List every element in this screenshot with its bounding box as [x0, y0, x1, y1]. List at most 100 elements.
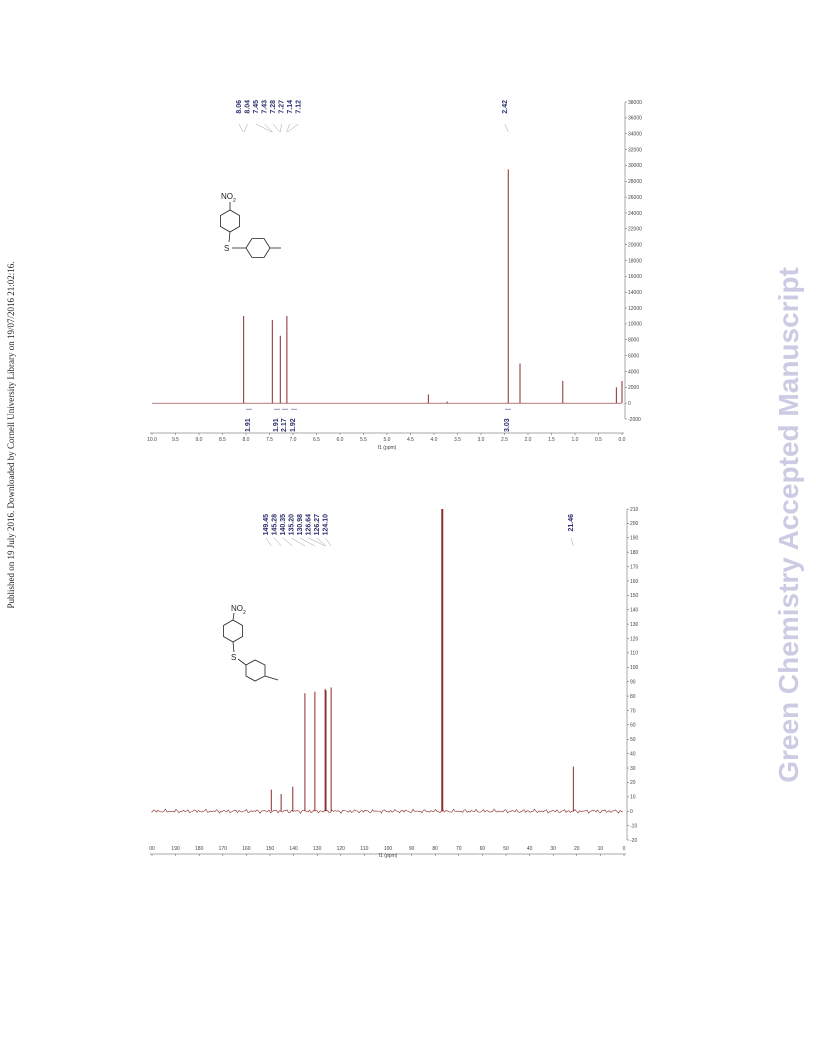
peak-label-leader — [272, 123, 280, 133]
y-tick-label: 38000 — [628, 100, 642, 106]
integral-label: 1.91 — [245, 418, 252, 432]
y-tick-label: 40 — [630, 751, 636, 757]
peak-label: 7.45 — [253, 100, 260, 114]
y-tick-label: 18000 — [628, 258, 642, 264]
y-tick-label: 10000 — [628, 322, 642, 328]
x-tick-label: 7.0 — [290, 437, 297, 443]
x-tick-label: 10.0 — [147, 437, 157, 443]
x-tick-label: 90 — [409, 846, 415, 852]
y-tick-label: 6000 — [628, 353, 639, 359]
y-tick-label: 130 — [630, 622, 639, 628]
x-tick-label: 20 — [574, 846, 580, 852]
x-tick-label: 190 — [171, 846, 180, 852]
x-tick-label: 0.5 — [595, 437, 602, 443]
nitro-subscript: 2 — [243, 610, 246, 616]
x-tick-label: 6.0 — [337, 437, 344, 443]
x-tick-label: 150 — [266, 846, 275, 852]
integral-label: 3.03 — [504, 418, 511, 432]
y-tick-label: 0 — [628, 401, 631, 407]
x-tick-label: 50 — [503, 846, 509, 852]
x-tick-label: 6.5 — [313, 437, 320, 443]
y-tick-label: 210 — [630, 507, 639, 513]
y-tick-label: 120 — [630, 636, 639, 642]
x-tick-label: 180 — [195, 846, 204, 852]
x-tick-label: 9.5 — [172, 437, 179, 443]
peak-label-leader — [282, 537, 293, 547]
x-tick-label: 100 — [384, 846, 393, 852]
integral-label: 1.92 — [290, 418, 297, 432]
y-tick-label: 150 — [630, 593, 639, 599]
y-tick-label: 90 — [630, 679, 636, 685]
peak-label-leader — [287, 123, 299, 133]
peak-label: 145.28 — [272, 514, 279, 536]
peak-label-leader — [325, 537, 332, 547]
x-tick-label: 00 — [149, 846, 155, 852]
peak-label: 126.64 — [306, 514, 313, 536]
y-tick-label: 170 — [630, 564, 639, 570]
peak-label-leader — [570, 537, 574, 547]
x-tick-label: 70 — [456, 846, 462, 852]
nitro-label: NO — [231, 604, 243, 613]
y-tick-label: 32000 — [628, 147, 642, 153]
y-tick-label: 24000 — [628, 211, 642, 217]
bond — [232, 641, 235, 653]
y-tick-label: 34000 — [628, 132, 642, 138]
bond — [228, 231, 231, 243]
nitro-subscript: 2 — [233, 198, 236, 204]
peak-label: 7.43 — [262, 100, 269, 114]
bond — [237, 658, 247, 666]
y-tick-label: 200 — [630, 521, 639, 527]
peak-label-leader — [280, 123, 282, 133]
y-tick-label: 10 — [630, 795, 636, 801]
watermark: Green Chemistry Accepted Manuscript — [773, 267, 804, 783]
y-tick-label: 22000 — [628, 227, 642, 233]
peak-label-leader — [316, 537, 327, 547]
peak-label: 7.14 — [287, 100, 294, 114]
x-tick-label: 4.5 — [407, 437, 414, 443]
peak-label: 124.10 — [323, 514, 330, 536]
x-tick-label: 2.0 — [525, 437, 532, 443]
peak-label-leader — [265, 537, 272, 547]
y-tick-label: 20000 — [628, 242, 642, 248]
peak-label-leader — [255, 123, 272, 133]
bond — [232, 612, 235, 621]
x-tick-label: 8.5 — [219, 437, 226, 443]
nitro-label: NO — [221, 192, 233, 201]
x-tick-label: 40 — [527, 846, 533, 852]
x-axis-title: f1 (ppm) — [378, 445, 397, 451]
benzene-ring — [245, 238, 271, 258]
y-tick-label: 80 — [630, 694, 636, 700]
y-tick-label: 50 — [630, 737, 636, 743]
x-tick-label: 60 — [480, 846, 486, 852]
y-tick-label: 30 — [630, 766, 636, 772]
x-tick-label: 0.0 — [619, 437, 626, 443]
y-tick-label: 8000 — [628, 338, 639, 344]
y-tick-label: 180 — [630, 550, 639, 556]
y-tick-label: 2000 — [628, 385, 639, 391]
y-tick-label: 0 — [630, 809, 633, 815]
peak-label: 21.46 — [568, 514, 575, 532]
x-tick-label: 140 — [289, 846, 298, 852]
x-tick-label: 2.5 — [501, 437, 508, 443]
y-tick-label: 16000 — [628, 274, 642, 280]
y-tick-label: 100 — [630, 665, 639, 671]
peak-label: 149.45 — [263, 514, 270, 536]
peak-label: 140.35 — [280, 514, 287, 536]
peak-label-leader — [504, 123, 509, 133]
y-tick-label: 110 — [630, 651, 638, 657]
y-tick-label: -10 — [630, 823, 637, 829]
benzene-ring — [220, 209, 240, 233]
peak-label-leader — [238, 123, 244, 133]
y-tick-label: 60 — [630, 723, 636, 729]
peak-label: 126.27 — [314, 514, 321, 536]
x-tick-label: 170 — [219, 846, 228, 852]
y-tick-label: 160 — [630, 579, 639, 585]
x-tick-label: 10 — [598, 846, 604, 852]
x-tick-label: 130 — [313, 846, 322, 852]
x-tick-label: 120 — [337, 846, 346, 852]
peak-label-leader — [243, 123, 248, 133]
y-tick-label: 190 — [630, 536, 639, 542]
y-tick-label: 30000 — [628, 163, 642, 169]
peak-label-leader — [274, 537, 282, 547]
